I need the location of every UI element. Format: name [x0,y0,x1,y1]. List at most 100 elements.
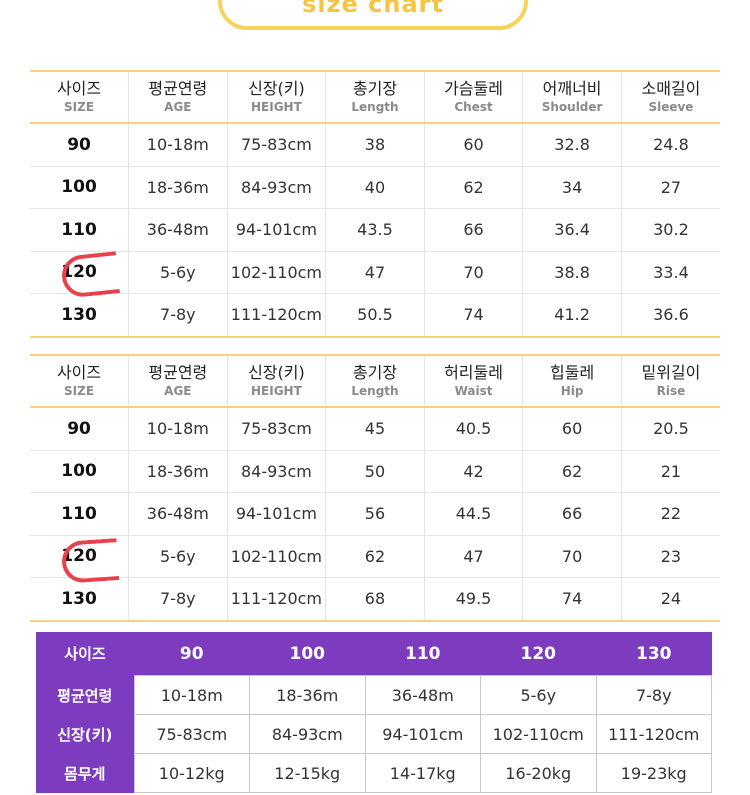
table-row: 90 10-18m 75-83cm 45 40.5 60 20.5 [30,407,720,450]
table-cell: 84-93cm [226,450,326,493]
table-cell: 120 [61,546,97,567]
header-height: 신장(키) HEIGHT [226,355,326,407]
red-circle-annotation [60,538,120,584]
header-rise: 밑위길이 Rise [620,355,720,407]
table-cell: 5-6y [480,675,597,715]
header-age: 평균연령 AGE [128,355,228,407]
table-cell: 102-110cm [480,714,597,754]
table-cell: 34 [522,166,622,209]
table-cell: 100 [61,461,97,482]
table-cell: 130 [61,588,97,609]
table-cell: 70 [423,251,523,294]
table-cell: 90 [67,418,91,439]
table-row: 120 5-6y 102-110cm 62 47 70 23 [30,535,720,578]
table-cell: 56 [325,492,425,535]
header-size: 사이즈 SIZE [56,363,102,398]
table-cell: 120 [61,262,97,283]
table-cell: 84-93cm [249,714,366,754]
table-cell: 14-17kg [364,753,481,793]
table-cell: 110 [61,503,97,524]
table-cell: 50 [325,450,425,493]
table-cell: 70 [522,535,622,578]
table-cell: 130 [61,304,97,325]
table-row: 100 18-36m 84-93cm 40 62 34 27 [30,166,720,209]
table-cell: 20.5 [620,407,720,450]
table-row: 130 7-8y 111-120cm 68 49.5 74 24 [30,577,720,621]
table-cell: 44.5 [423,492,523,535]
summary-header-row: 사이즈 90 100 110 120 130 [36,632,712,676]
summary-row-label: 몸무게 [36,753,134,793]
table-cell: 18-36m [128,450,228,493]
table-row: 90 10-18m 75-83cm 38 60 32.8 24.8 [30,123,720,166]
header-sleeve: 소매길이 Sleeve [620,71,720,123]
table-cell: 111-120cm [226,293,326,337]
header-length: 총기장 Length [325,71,425,123]
table-cell: 84-93cm [226,166,326,209]
table-cell: 111-120cm [595,714,712,754]
table-cell: 110 [61,219,97,240]
header-height: 신장(키) HEIGHT [226,71,326,123]
summary-size: 100 [249,632,365,676]
table-cell: 16-20kg [480,753,597,793]
table-cell: 62 [325,535,425,578]
table-row: 110 36-48m 94-101cm 56 44.5 66 22 [30,492,720,535]
summary-size: 130 [596,632,712,676]
red-circle-annotation [59,251,121,299]
table-cell: 94-101cm [226,492,326,535]
table-cell: 38.8 [522,251,622,294]
page-title: size chart [302,0,444,18]
bottom-size-table: 사이즈 SIZE 평균연령 AGE 신장(키) HEIGHT 총기장 Length 허리… [30,354,720,622]
table-cell: 10-12kg [133,753,250,793]
top-size-table: 사이즈 SIZE 평균연령 AGE 신장(키) HEIGHT 총기장 Length 가슴… [30,70,720,338]
table-cell: 30.2 [620,208,720,251]
table-cell: 36-48m [364,675,481,715]
table-cell: 50.5 [325,293,425,337]
table-cell: 43.5 [325,208,425,251]
table-cell: 74 [522,577,622,621]
table-cell: 60 [522,407,622,450]
table-cell: 38 [325,123,425,166]
table-cell: 47 [423,535,523,578]
table-cell: 36-48m [128,208,228,251]
table-cell: 94-101cm [226,208,326,251]
header-hip: 힙둘레 Hip [522,355,622,407]
table-cell: 75-83cm [226,407,326,450]
summary-row-age: 평균연령 10-18m 18-36m 36-48m 5-6y 7-8y [36,675,712,715]
summary-row-label: 평균연령 [36,675,134,715]
table-cell: 111-120cm [226,577,326,621]
table-cell: 66 [423,208,523,251]
table-cell: 41.2 [522,293,622,337]
table-cell: 24.8 [620,123,720,166]
table-cell: 5-6y [128,535,228,578]
table-cell: 7-8y [128,293,228,337]
table-cell: 75-83cm [226,123,326,166]
table-row: 130 7-8y 111-120cm 50.5 74 41.2 36.6 [30,293,720,337]
table-cell: 66 [522,492,622,535]
header-length: 총기장 Length [325,355,425,407]
header-size: 사이즈 SIZE [56,79,102,114]
summary-row-label: 신장(키) [36,714,134,754]
table-cell: 7-8y [595,675,712,715]
summary-size: 110 [365,632,481,676]
table-cell: 36-48m [128,492,228,535]
table-cell: 40.5 [423,407,523,450]
table-row: 120 5-6y 102-110cm 47 70 38.8 33.4 [30,251,720,294]
table-row: 110 36-48m 94-101cm 43.5 66 36.4 30.2 [30,208,720,251]
summary-row-height: 신장(키) 75-83cm 84-93cm 94-101cm 102-110cm… [36,714,712,754]
header-waist: 허리둘레 Waist [423,355,523,407]
table-header-row: 사이즈 SIZE 평균연령 AGE 신장(키) HEIGHT 총기장 Length 가슴… [30,71,720,123]
table-cell: 75-83cm [133,714,250,754]
table-cell: 7-8y [128,577,228,621]
table-cell: 23 [620,535,720,578]
table-cell: 49.5 [423,577,523,621]
summary-row-weight: 몸무게 10-12kg 12-15kg 14-17kg 16-20kg 19-2… [36,753,712,793]
summary-size: 90 [134,632,250,676]
table-cell: 90 [67,134,91,155]
header-chest: 가슴둘레 Chest [423,71,523,123]
summary-header-label: 사이즈 [36,632,134,676]
summary-size-table: 사이즈 90 100 110 120 130 평균연령 10-18m 18-36… [36,632,712,793]
table-cell: 74 [423,293,523,337]
table-cell: 18-36m [128,166,228,209]
size-chart-title-pill: size chart [218,0,528,30]
table-cell: 102-110cm [226,535,326,578]
